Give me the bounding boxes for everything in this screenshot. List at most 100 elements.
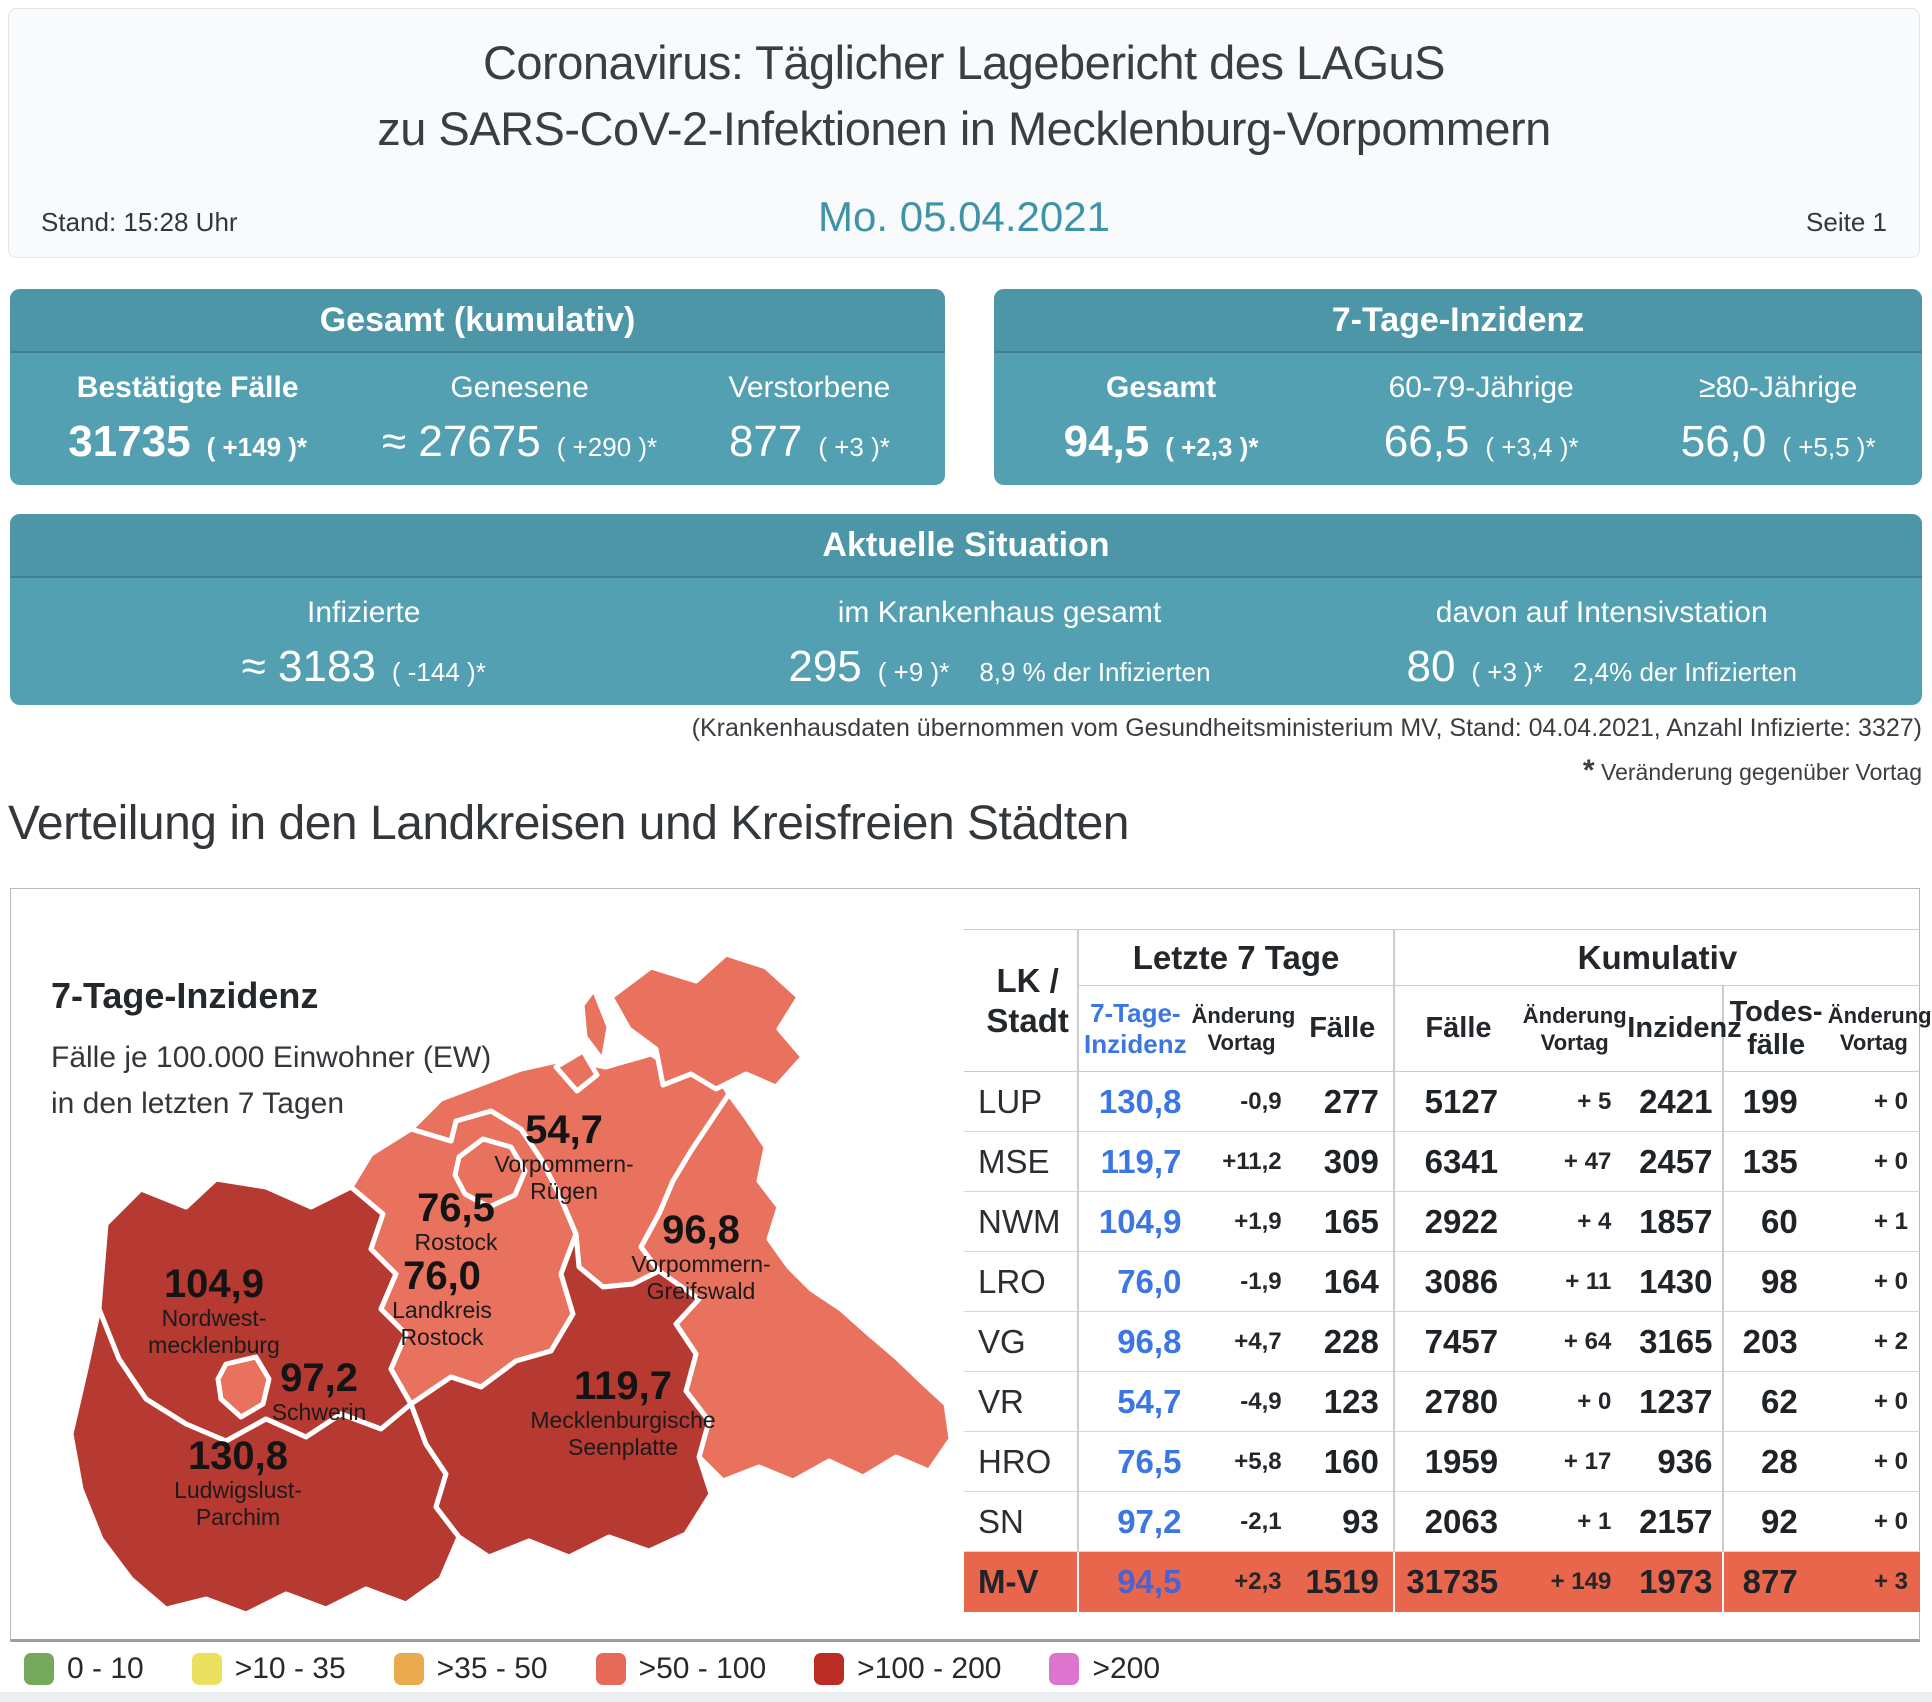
stat-change: ( -144 )*	[391, 657, 486, 687]
header-line: 7-Tage-	[1090, 997, 1181, 1028]
stat-label: Gesamt	[1106, 371, 1217, 404]
legend-swatch-green	[24, 1653, 54, 1685]
table-row-mv-total: M-V 94,5 +2,3 1519 31735 + 149 1973 877 …	[964, 1551, 1920, 1612]
stat-intensivstation: davon auf Intensivstation 80 ( +3 )* 2,4…	[1281, 578, 1922, 705]
cell-aenderung-tod: + 0	[1827, 1431, 1920, 1492]
stat-value: 94,5	[1063, 417, 1150, 466]
stat-extra: 8,9 % der Infizierten	[979, 657, 1211, 687]
cell-aenderung-7t: +2,3	[1191, 1551, 1292, 1612]
cell-district: VG	[964, 1311, 1079, 1372]
cell-inzidenz-7t: 97,2	[1077, 1491, 1192, 1552]
table-header-faelle-7t: Fälle	[1291, 985, 1394, 1072]
stat-change: ( +9 )*	[877, 657, 950, 687]
table-row-hro: HRO 76,5 +5,8 160 1959 + 17 936 28 + 0	[964, 1431, 1920, 1492]
cell-faelle-7t: 164	[1291, 1251, 1394, 1312]
map-island-hiddensee	[579, 986, 612, 1064]
cell-aenderung-kum: + 47	[1522, 1131, 1628, 1192]
cell-faelle-7t: 277	[1291, 1071, 1394, 1132]
table-row-lro: LRO 76,0 -1,9 164 3086 + 11 1430 98 + 0	[964, 1251, 1920, 1312]
cell-aenderung-tod: + 0	[1827, 1131, 1920, 1192]
cell-faelle-7t: 123	[1291, 1371, 1394, 1432]
table-header-todesfaelle: Todes-fälle	[1722, 985, 1828, 1072]
page-number: Seite 1	[1806, 207, 1887, 237]
legend-swatch-darkred	[814, 1653, 845, 1685]
table-header-lk-stadt: LK / Stadt	[964, 929, 1079, 1072]
stat-label: 60-79-Jährige	[1388, 371, 1574, 404]
table-row-vr: VR 54,7 -4,9 123 2780 + 0 1237 62 + 0	[964, 1371, 1920, 1432]
table-header-7-tage-inzidenz: 7-Tage- Inzidenz	[1077, 985, 1192, 1072]
header-line: Änderung	[1191, 1002, 1296, 1028]
cell-district: VR	[964, 1371, 1079, 1432]
table-group-letzte-7-tage: Letzte 7 Tage	[1077, 929, 1394, 986]
summary-box-inzidenz-title: 7-Tage-Inzidenz	[994, 289, 1922, 353]
page-bottom-strip	[0, 1692, 1932, 1702]
table-row-nwm: NWM 104,9 +1,9 165 2922 + 4 1857 60 + 1	[964, 1191, 1920, 1252]
cell-aenderung-7t: +11,2	[1191, 1131, 1292, 1192]
table-row-mse: MSE 119,7 +11,2 309 6341 + 47 2457 135 +…	[964, 1131, 1920, 1192]
legend-swatch-salmon	[595, 1653, 626, 1685]
legend-item-200plus: >200	[1049, 1652, 1160, 1686]
cell-district: LUP	[964, 1071, 1079, 1132]
cell-todesfaelle: 92	[1722, 1491, 1828, 1552]
stat-value: 877	[728, 417, 803, 466]
header-line: Vortag	[1839, 1029, 1908, 1055]
cell-aenderung-kum: + 4	[1522, 1191, 1628, 1252]
district-panel: 7-Tage-Inzidenz Fälle je 100.000 Einwohn…	[10, 888, 1932, 1642]
summary-box-situation-title: Aktuelle Situation	[10, 514, 1922, 578]
header-line: Vortag	[1207, 1029, 1276, 1055]
cell-inzidenz-kum: 1857	[1627, 1191, 1724, 1252]
header-line: Fälle	[1309, 1012, 1376, 1044]
asterisk: *	[1582, 754, 1595, 787]
cell-aenderung-kum: + 17	[1522, 1431, 1628, 1492]
table-row-sn: SN 97,2 -2,1 93 2063 + 1 2157 92 + 0	[964, 1491, 1920, 1552]
footnote-change-note: * Veränderung gegenüber Vortag	[1583, 754, 1922, 788]
cell-faelle-kum: 1959	[1392, 1431, 1523, 1492]
stat-infizierte: Infizierte ≈ 3183 ( -144 )*	[10, 578, 717, 705]
cell-district: HRO	[964, 1431, 1079, 1492]
cell-aenderung-tod: + 0	[1827, 1251, 1920, 1312]
cell-aenderung-7t: -1,9	[1191, 1251, 1292, 1312]
stat-label: ≥80-Jährige	[1699, 371, 1858, 404]
cell-faelle-7t: 309	[1291, 1131, 1394, 1192]
footnote-hospital-data: (Krankenhausdaten übernommen vom Gesundh…	[691, 714, 1922, 742]
legend-label: 0 - 10	[67, 1652, 144, 1685]
table-row-vg: VG 96,8 +4,7 228 7457 + 64 3165 203 + 2	[964, 1311, 1920, 1372]
stat-genesene: Genesene ≈ 27675 ( +290 )*	[365, 353, 674, 485]
cell-todesfaelle: 28	[1722, 1431, 1828, 1492]
stat-change: ( +3 )*	[1471, 657, 1543, 687]
map-region-mecklenburgische-seenplatte	[408, 1231, 714, 1560]
table-header-aenderung-vortag-kum: Änderung Vortag	[1522, 985, 1628, 1072]
cell-inzidenz-kum: 2421	[1627, 1071, 1724, 1132]
legend-item-100-200: >100 - 200	[814, 1652, 1001, 1686]
section-title: Verteilung in den Landkreisen und Kreisf…	[8, 797, 1129, 850]
cell-aenderung-kum: + 149	[1522, 1551, 1628, 1612]
cell-todesfaelle: 877	[1722, 1551, 1828, 1612]
stat-inzidenz-ab80: ≥80-Jährige 56,0 ( +5,5 )*	[1634, 353, 1922, 485]
map-region-vorpommern-greifswald	[638, 1091, 954, 1484]
map-region-rostock-stadt	[452, 1136, 528, 1210]
header-line: Fälle	[1425, 1012, 1492, 1044]
cell-inzidenz-7t: 96,8	[1077, 1311, 1192, 1372]
stat-change: ( +3 )*	[818, 432, 890, 462]
legend-item-50-100: >50 - 100	[595, 1652, 766, 1686]
summary-box-gesamt-title: Gesamt (kumulativ)	[10, 289, 945, 353]
cell-aenderung-7t: -2,1	[1191, 1491, 1292, 1552]
stat-label: Bestätigte Fälle	[76, 371, 299, 404]
cell-aenderung-kum: + 0	[1522, 1371, 1628, 1432]
map-region-schwerin	[215, 1354, 272, 1420]
cell-inzidenz-kum: 2157	[1627, 1491, 1724, 1552]
cell-inzidenz-7t: 130,8	[1077, 1071, 1192, 1132]
cell-district: NWM	[964, 1191, 1079, 1252]
header-line: Änderung	[1522, 1002, 1627, 1028]
map-title: 7-Tage-Inzidenz	[51, 975, 319, 1016]
report-title-line2: zu SARS-CoV-2-Infektionen in Mecklenburg…	[377, 102, 1551, 155]
table-header-aenderung-vortag-tod: Änderung Vortag	[1827, 985, 1932, 1072]
header-line: Inzidenz	[1084, 1028, 1187, 1059]
cell-inzidenz-kum: 1237	[1627, 1371, 1724, 1432]
cell-district: MSE	[964, 1131, 1079, 1192]
legend-label: >35 - 50	[436, 1652, 548, 1685]
cell-faelle-7t: 1519	[1291, 1551, 1394, 1612]
map-subtitle: Fälle je 100.000 Einwohner (EW) in den l…	[51, 1035, 491, 1127]
cell-inzidenz-7t: 54,7	[1077, 1371, 1192, 1432]
